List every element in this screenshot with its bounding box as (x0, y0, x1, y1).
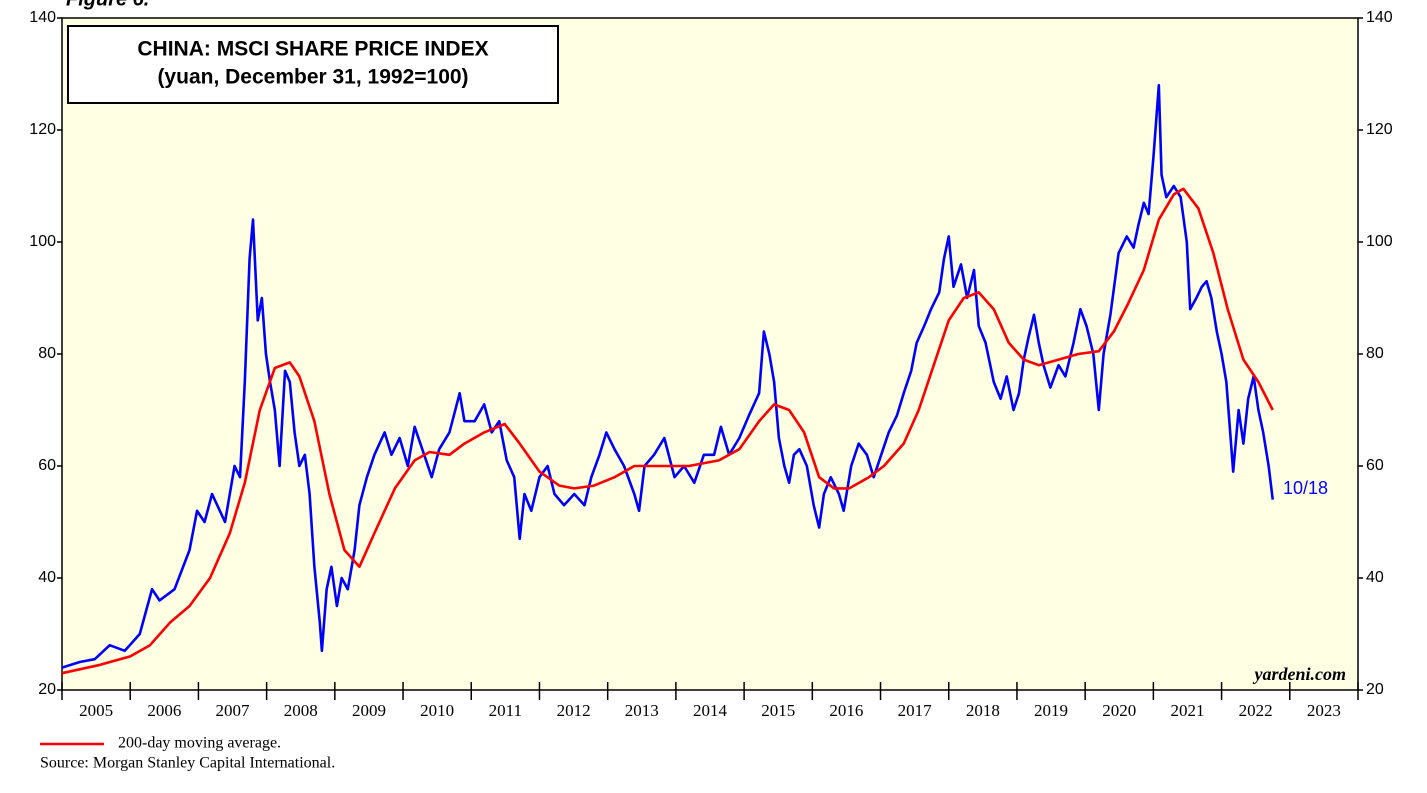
y2-tick-label: 120 (1366, 121, 1393, 138)
y2-tick-label: 40 (1366, 569, 1384, 586)
chart-subtitle: (yuan, December 31, 1992=100) (157, 66, 468, 89)
y-tick-label: 40 (38, 569, 56, 586)
y-tick-label: 20 (38, 681, 56, 698)
plot-area (61, 17, 1359, 691)
x-tick-label: 2008 (284, 701, 318, 720)
series-line (61, 83, 1275, 669)
figure-label: Figure 6. (66, 0, 149, 10)
x-tick-label: 2010 (420, 701, 454, 720)
x-tick-label: 2014 (693, 701, 728, 720)
x-tick-label: 2022 (1239, 701, 1273, 720)
x-tick-label: 2016 (829, 701, 863, 720)
y2-tick-label: 140 (1366, 9, 1393, 26)
x-tick-label: 2011 (489, 701, 522, 720)
end-date-annotation: 10/18 (1283, 478, 1328, 498)
chart-title: CHINA: MSCI SHARE PRICE INDEX (137, 38, 488, 61)
x-tick-label: 2023 (1307, 701, 1341, 720)
x-tick-label: 2020 (1102, 701, 1136, 720)
watermark: yardeni.com (1253, 664, 1347, 684)
title-box (67, 25, 559, 104)
y-tick-label: 100 (29, 233, 56, 250)
x-tick-label: 2007 (216, 701, 251, 720)
x-tick-label: 2012 (557, 701, 591, 720)
x-tick-label: 2015 (761, 701, 795, 720)
legend-label: 200-day moving average. (118, 735, 281, 752)
y-tick-label: 140 (29, 9, 56, 26)
x-tick-label: 2009 (352, 701, 386, 720)
x-tick-label: 2017 (898, 701, 933, 720)
y2-tick-label: 100 (1366, 233, 1393, 250)
y-tick-label: 80 (38, 345, 56, 362)
x-tick-label: 2013 (625, 701, 659, 720)
x-tick-label: 2006 (147, 701, 181, 720)
y-tick-label: 60 (38, 457, 56, 474)
series-line (61, 187, 1274, 675)
x-tick-label: 2018 (966, 701, 1000, 720)
y-tick-label: 120 (29, 121, 56, 138)
y2-tick-label: 60 (1366, 457, 1384, 474)
y2-tick-label: 20 (1366, 681, 1384, 698)
y2-tick-label: 80 (1366, 345, 1384, 362)
x-tick-label: 2005 (79, 701, 113, 720)
x-tick-label: 2019 (1034, 701, 1068, 720)
x-tick-label: 2021 (1170, 701, 1204, 720)
source: Source: Morgan Stanley Capital Internati… (40, 755, 335, 772)
